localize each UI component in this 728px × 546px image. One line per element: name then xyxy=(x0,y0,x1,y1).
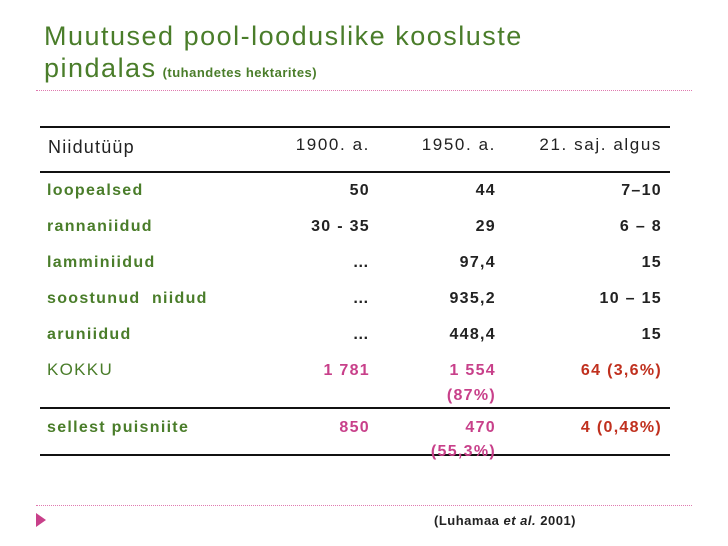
source-prefix: (Luhamaa xyxy=(434,513,504,528)
source-etal: et al. xyxy=(503,513,537,528)
hay-21: 4 (0,48%) xyxy=(580,419,662,436)
row-1950: 29 xyxy=(475,218,496,235)
hay-1900: 850 xyxy=(339,419,370,436)
source-suffix: 2001) xyxy=(536,513,577,528)
header-type: Niidutüüp xyxy=(48,137,135,157)
title-subtitle: (tuhandetes hektarites) xyxy=(162,65,318,80)
row-21: 15 xyxy=(641,254,662,271)
row-type: soostunud niidud xyxy=(47,290,208,307)
table-rule-total xyxy=(40,407,670,409)
row-21: 6 – 8 xyxy=(619,218,662,235)
slide-title: Muutused pool-looduslike koosluste pinda… xyxy=(44,20,523,89)
row-type: lamminiidud xyxy=(47,254,156,271)
row-21: 10 – 15 xyxy=(599,290,662,307)
row-1950: 935,2 xyxy=(449,290,496,307)
total-21: 64 (3,6%) xyxy=(580,362,662,379)
row-type: aruniidud xyxy=(47,326,132,343)
row-1900: 50 xyxy=(349,182,370,199)
total-label: KOKKU xyxy=(47,360,114,379)
table-rule-top xyxy=(40,126,670,128)
table-rule-bottom xyxy=(40,454,670,456)
row-1900: 30 - 35 xyxy=(311,218,370,235)
table-rule-header xyxy=(40,171,670,173)
dotted-divider-top xyxy=(36,90,692,91)
header-1950: 1950. a. xyxy=(421,135,496,154)
title-line-2-text: pindalas xyxy=(44,53,157,83)
source-citation: (Luhamaa et al. 2001) xyxy=(434,513,576,528)
header-21: 21. saj. algus xyxy=(539,135,662,154)
row-type: rannaniidud xyxy=(47,218,153,235)
row-21: 15 xyxy=(641,326,662,343)
row-21: 7–10 xyxy=(621,182,662,199)
row-1900: … xyxy=(352,254,370,271)
row-1950: 97,4 xyxy=(459,254,496,271)
hay-1950-percent: (55,3%) xyxy=(430,443,496,460)
header-1900: 1900. a. xyxy=(295,135,370,154)
row-1900: … xyxy=(352,326,370,343)
title-line-2: pindalas (tuhandetes hektarites) xyxy=(44,52,523,89)
total-1950-value: 1 554 xyxy=(449,362,496,379)
row-type: loopealsed xyxy=(47,182,144,199)
row-1950: 448,4 xyxy=(449,326,496,343)
total-1900: 1 781 xyxy=(323,362,370,379)
total-1950-percent: (87%) xyxy=(446,387,496,404)
hay-label: sellest puisniite xyxy=(47,419,190,436)
play-arrow-icon xyxy=(36,513,46,527)
dotted-divider-bottom xyxy=(36,505,692,506)
row-1900: … xyxy=(352,290,370,307)
row-1950: 44 xyxy=(475,182,496,199)
title-line-1: Muutused pool-looduslike koosluste xyxy=(44,21,523,51)
hay-1950-value: 470 xyxy=(465,419,496,436)
